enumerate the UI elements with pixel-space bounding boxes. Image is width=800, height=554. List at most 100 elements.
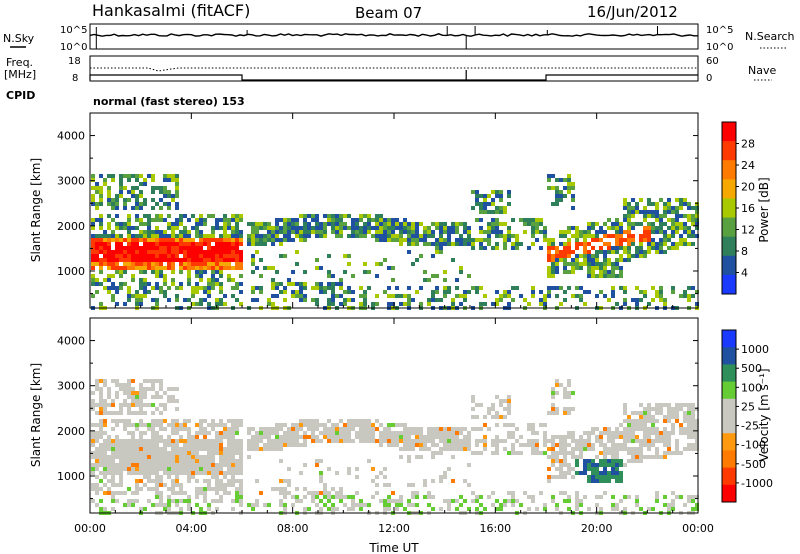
power-cell	[575, 234, 579, 238]
velocity-cell	[307, 419, 311, 423]
velocity-cell	[507, 407, 511, 411]
velocity-cell	[627, 419, 631, 423]
velocity-cell	[111, 379, 115, 383]
power-cell	[463, 242, 467, 246]
power-cell	[607, 218, 611, 222]
velocity-cell	[211, 487, 215, 491]
velocity-cell	[283, 507, 287, 511]
velocity-cell	[275, 435, 279, 439]
velocity-cell	[571, 407, 575, 411]
velocity-cell	[147, 471, 151, 475]
power-cell	[587, 262, 591, 266]
power-cell	[195, 254, 199, 258]
velocity-cell	[559, 439, 563, 443]
power-cell	[411, 234, 415, 238]
velocity-cell	[395, 435, 399, 439]
velocity-cell	[135, 471, 139, 475]
velocity-cell	[475, 507, 479, 511]
power-cell	[395, 238, 399, 242]
power-cell	[615, 274, 619, 278]
velocity-cell	[311, 439, 315, 443]
velocity-cell	[327, 427, 331, 431]
power-cell	[579, 266, 583, 270]
velocity-cell	[171, 471, 175, 475]
velocity-cell	[115, 379, 119, 383]
power-cell	[95, 262, 99, 266]
velocity-cell	[475, 415, 479, 419]
velocity-cell	[231, 435, 235, 439]
velocity-cell	[107, 439, 111, 443]
power-cell	[363, 298, 367, 302]
power-cell	[463, 222, 467, 226]
velocity-cell	[195, 479, 199, 483]
velocity-cell	[95, 459, 99, 463]
velocity-cell	[99, 507, 103, 511]
velocity-cell	[695, 439, 699, 443]
velocity-cell	[359, 439, 363, 443]
velocity-cell	[647, 415, 651, 419]
velocity-cell	[215, 435, 219, 439]
power-cell	[591, 258, 595, 262]
velocity-cell	[183, 447, 187, 451]
power-cell	[467, 226, 471, 230]
velocity-cell	[135, 423, 139, 427]
velocity-cell	[199, 443, 203, 447]
velocity-cell	[343, 439, 347, 443]
velocity-cell	[167, 471, 171, 475]
velocity-cell	[687, 443, 691, 447]
power-cell	[331, 222, 335, 226]
power-cell	[151, 246, 155, 250]
velocity-cell	[511, 435, 515, 439]
velocity-cell	[335, 435, 339, 439]
power-cell	[147, 266, 151, 270]
power-cell	[163, 290, 167, 294]
velocity-cell	[347, 435, 351, 439]
power-cell	[443, 226, 447, 230]
power-cell	[447, 238, 451, 242]
date-title: 16/Jun/2012	[587, 3, 678, 21]
velocity-cell	[575, 471, 579, 475]
velocity-cell	[331, 503, 335, 507]
power-cell	[555, 198, 559, 202]
velocity-cell	[223, 459, 227, 463]
power-cell	[315, 302, 319, 306]
velocity-cell	[111, 447, 115, 451]
velocity-cell	[155, 455, 159, 459]
velocity-cell	[471, 395, 475, 399]
velocity-cell	[551, 403, 555, 407]
velocity-cell	[507, 411, 511, 415]
velocity-cell	[647, 439, 651, 443]
power-cell	[391, 222, 395, 226]
power-cell	[107, 266, 111, 270]
velocity-cell	[195, 451, 199, 455]
power-cell	[91, 218, 95, 222]
power-cell	[307, 234, 311, 238]
power-cell	[155, 298, 159, 302]
velocity-cell	[371, 495, 375, 499]
velocity-cell	[359, 435, 363, 439]
noise-right-tick-high: 10^5	[706, 25, 733, 36]
power-cell	[219, 286, 223, 290]
power-cell	[623, 218, 627, 222]
power-cell	[691, 214, 695, 218]
power-cell	[139, 302, 143, 306]
power-cell	[191, 302, 195, 306]
velocity-cell	[643, 439, 647, 443]
power-cell	[391, 302, 395, 306]
velocity-cell	[203, 443, 207, 447]
power-cell	[455, 226, 459, 230]
velocity-cell	[175, 423, 179, 427]
velocity-cell	[215, 487, 219, 491]
power-cell	[363, 290, 367, 294]
power-cell	[551, 186, 555, 190]
velocity-cell	[99, 387, 103, 391]
power-cell	[119, 234, 123, 238]
velocity-cell	[231, 447, 235, 451]
velocity-cell	[439, 431, 443, 435]
velocity-cell	[103, 419, 107, 423]
velocity-cell	[435, 431, 439, 435]
velocity-cell	[443, 427, 447, 431]
velocity-cell	[659, 411, 663, 415]
power-cell	[639, 234, 643, 238]
power-cell	[159, 242, 163, 246]
